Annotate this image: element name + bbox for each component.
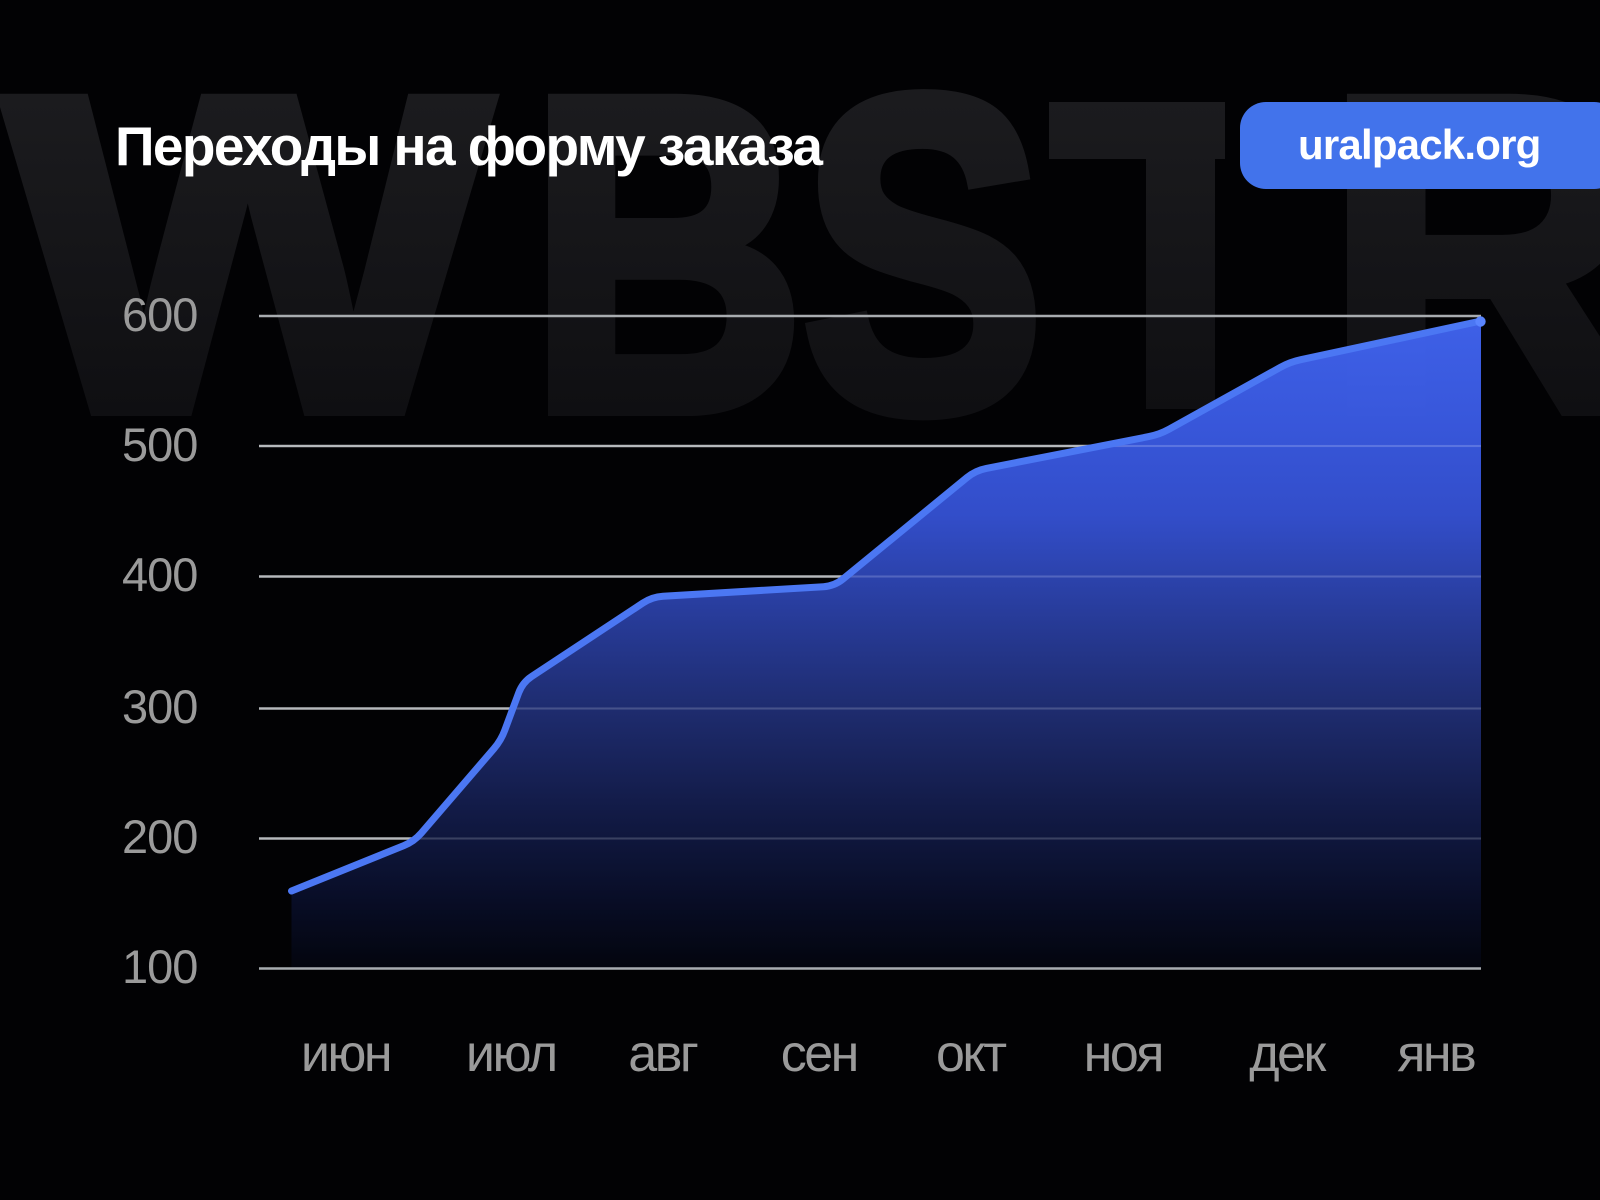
svg-text:300: 300 [122, 680, 197, 733]
svg-text:ноя: ноя [1084, 1025, 1162, 1083]
svg-text:дек: дек [1249, 1025, 1326, 1083]
svg-text:сен: сен [781, 1025, 857, 1083]
svg-text:100: 100 [122, 940, 197, 993]
svg-text:июн: июн [301, 1025, 390, 1083]
svg-text:W: W [6, 4, 495, 504]
svg-text:июл: июл [466, 1025, 556, 1083]
svg-text:600: 600 [122, 288, 197, 341]
svg-text:200: 200 [122, 810, 197, 863]
svg-text:окт: окт [936, 1025, 1006, 1083]
svg-text:S: S [801, 3, 1044, 504]
svg-text:B: B [528, 4, 805, 504]
svg-text:янв: янв [1397, 1025, 1475, 1083]
svg-text:500: 500 [122, 418, 197, 471]
svg-text:авг: авг [628, 1025, 698, 1083]
svg-text:400: 400 [122, 548, 197, 601]
